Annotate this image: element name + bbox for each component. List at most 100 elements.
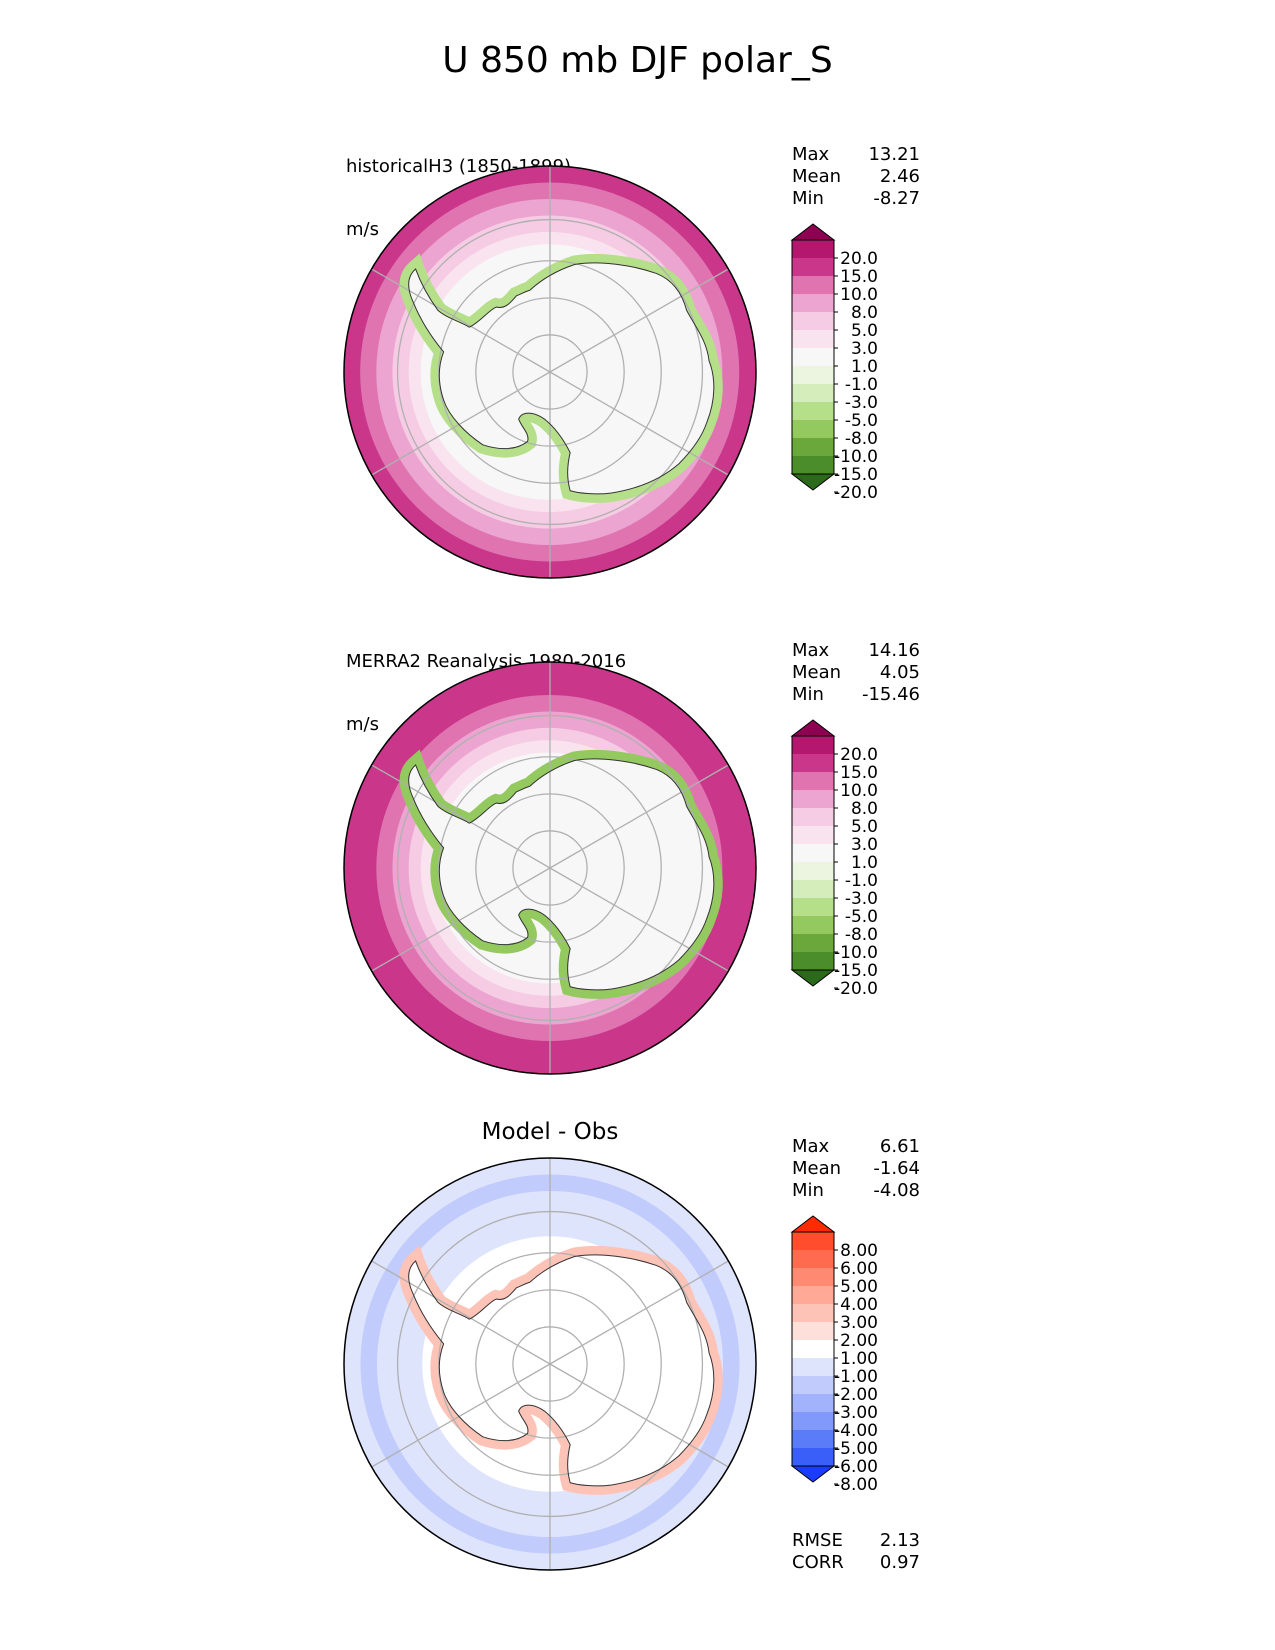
field-contours (344, 662, 756, 1074)
colorbar-segment (792, 1448, 834, 1466)
colorbar-segment (792, 384, 834, 402)
meridian-line (549, 1363, 729, 1468)
colorbar-segment (792, 826, 834, 844)
colorbar-tick-label: 3.0 (851, 339, 878, 359)
coastline (408, 262, 715, 495)
colorbar-extend-min (790, 969, 836, 987)
colorbar-segment (792, 1322, 834, 1340)
colorbar-tick-label: 2.00 (840, 1331, 878, 1351)
colorbar-segment (792, 1268, 834, 1286)
stat-value: 4.05 (879, 662, 920, 683)
colorbar-segment (792, 294, 834, 312)
colorbar-segment (792, 312, 834, 330)
meridian-line (371, 764, 551, 869)
coastline (408, 758, 715, 991)
stat-label: Mean (792, 166, 842, 187)
meridian-line (549, 1260, 729, 1365)
stat-value: -15.46 (861, 684, 920, 705)
colorbar-extend-min (790, 1465, 836, 1483)
panel-3-title: Model - Obs (481, 1119, 619, 1145)
field-contours (344, 166, 756, 578)
colorbar-segment (792, 1430, 834, 1448)
stat-label: Mean (792, 662, 842, 683)
colorbar-segment (792, 736, 834, 754)
colorbar-tick-label: 8.00 (840, 1241, 878, 1261)
colorbar-tick-label: 3.0 (851, 835, 878, 855)
graticule (371, 1158, 729, 1570)
colorbar-segment (792, 898, 834, 916)
stat-value: -1.64 (873, 1158, 920, 1179)
colorbar-segment (792, 1340, 834, 1358)
colorbar-segment (792, 420, 834, 438)
colorbar-segment (792, 1376, 834, 1394)
stat-label: Min (792, 684, 824, 705)
colorbar-tick-label: -15.0 (834, 465, 878, 485)
colorbar-segment (792, 348, 834, 366)
meridian-line (371, 268, 551, 373)
stat-value: 14.16 (868, 640, 920, 661)
map-boundary (343, 661, 757, 1075)
colorbar-tick-label: 20.0 (840, 745, 878, 765)
stat-value: -8.27 (873, 188, 920, 209)
colorbar-2: 20.015.010.08.05.03.01.0-1.0-3.0-5.0-8.0… (790, 719, 878, 999)
colorbar-tick-label: -2.00 (834, 1385, 878, 1405)
colorbar-tick-label: -1.00 (834, 1367, 878, 1387)
colorbar-tick-label: 10.0 (840, 285, 878, 305)
colorbar-segment (792, 1250, 834, 1268)
meridian-line (549, 268, 729, 373)
colorbar-tick-label: 8.0 (851, 799, 878, 819)
colorbar-segment (792, 934, 834, 952)
colorbar-segment (792, 880, 834, 898)
colorbar-3: 8.006.005.004.003.002.001.00-1.00-2.00-3… (790, 1215, 878, 1495)
colorbar-tick-label: -3.00 (834, 1403, 878, 1423)
colorbar-segment (792, 276, 834, 294)
panel-2-label-block: MERRA2 Reanalysis 1980-2016 m/s (346, 609, 626, 756)
colorbar-tick-label: -20.0 (834, 979, 878, 999)
colorbar-segment (792, 1358, 834, 1376)
colorbar-tick-label: -1.0 (845, 375, 878, 395)
meridian-line (549, 867, 729, 972)
stat-label: Max (792, 1136, 830, 1157)
colorbar-segment (792, 1232, 834, 1250)
colorbar-tick-label: -5.0 (845, 907, 878, 927)
graticule (371, 662, 729, 1074)
colorbar-tick-label: 20.0 (840, 249, 878, 269)
meridian-line (371, 867, 551, 972)
map-boundary (343, 165, 757, 579)
colorbar-extend-max (790, 719, 836, 737)
colorbar-1: 20.015.010.08.05.03.01.0-1.0-3.0-5.0-8.0… (790, 223, 878, 503)
panel-1-stats: Max 13.21 Mean 2.46 Min -8.27 (792, 144, 920, 210)
colorbar-tick-label: -4.00 (834, 1421, 878, 1441)
field-contours (344, 1158, 756, 1570)
stat-value: -4.08 (873, 1180, 920, 1201)
colorbar-extend-min (790, 473, 836, 491)
colorbar-tick-label: 1.0 (851, 357, 878, 377)
colorbar-segment (792, 754, 834, 772)
panel-2-label: MERRA2 Reanalysis 1980-2016 (346, 651, 627, 672)
colorbar-tick-label: 1.00 (840, 1349, 878, 1369)
colorbar-tick-label: -1.0 (845, 871, 878, 891)
colorbar-segment (792, 258, 834, 276)
map-boundary (343, 1157, 757, 1571)
colorbar-tick-label: 1.0 (851, 853, 878, 873)
stat-label: Max (792, 640, 830, 661)
colorbar-segment (792, 862, 834, 880)
panel-2-stats: Max 14.16 Mean 4.05 Min -15.46 (792, 640, 920, 706)
polar-map-1 (343, 165, 757, 579)
coastline (408, 1254, 715, 1487)
colorbar-segment (792, 1412, 834, 1430)
colorbar-segment (792, 844, 834, 862)
metric-value: 2.13 (879, 1530, 920, 1551)
colorbar-tick-label: 5.00 (840, 1277, 878, 1297)
colorbar-tick-label: 6.00 (840, 1259, 878, 1279)
colorbar-segment (792, 402, 834, 420)
colorbar-segment (792, 438, 834, 456)
colorbar-tick-label: 4.00 (840, 1295, 878, 1315)
panel-3-stats: Max 6.61 Mean -1.64 Min -4.08 (792, 1136, 920, 1202)
colorbar-extend-max (790, 223, 836, 241)
colorbar-tick-label: 8.0 (851, 303, 878, 323)
colorbar-tick-label: -8.00 (834, 1475, 878, 1495)
colorbar-segment (792, 808, 834, 826)
colorbar-segment (792, 366, 834, 384)
colorbar-tick-label: -6.00 (834, 1457, 878, 1477)
